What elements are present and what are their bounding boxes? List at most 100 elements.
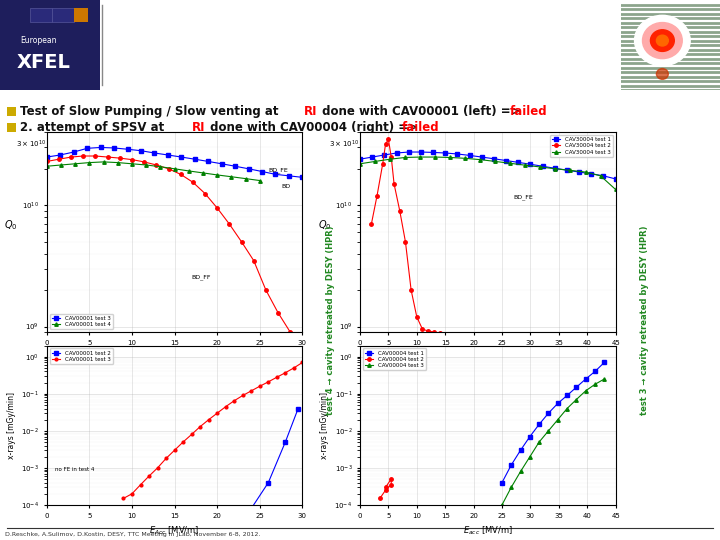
CAV00001 test 4 <box>127 160 136 167</box>
CAV00001 test 4 <box>213 172 222 178</box>
Legend: CAV00004 test 1, CAV00004 test 2, CAV00004 test 3: CAV00004 test 1, CAV00004 test 2, CAV000… <box>363 348 426 370</box>
CAV30004 test 3 <box>461 155 469 161</box>
CAV30004 test 1 <box>392 150 401 156</box>
Text: failed: failed <box>510 105 548 118</box>
Bar <box>0 0 100 90</box>
Text: BD_FE: BD_FE <box>513 194 533 200</box>
CAV00001 test 3 <box>123 146 132 152</box>
CAV30004 test 1 <box>611 176 620 182</box>
Text: European: European <box>20 36 56 45</box>
CAV00004 test 1 <box>516 447 525 454</box>
CAV00004 test 2 <box>382 487 390 494</box>
CAV30004 test 1 <box>490 156 498 162</box>
CAV00001 test 3 <box>109 145 118 151</box>
Line: CAV30004 test 2: CAV30004 test 2 <box>369 138 441 335</box>
CAV30004 test 1 <box>587 171 595 177</box>
CAV00001 test 4 <box>142 162 150 168</box>
Text: BD_FF: BD_FF <box>192 274 211 280</box>
CAV00004 test 3 <box>516 468 525 475</box>
Bar <box>52 8 74 22</box>
Line: CAV00004 test 1: CAV00004 test 1 <box>500 361 606 484</box>
CAV00001 test 3 <box>150 150 158 156</box>
Line: CAV00004 test 2: CAV00004 test 2 <box>378 477 393 500</box>
CAV00001 test 3 <box>127 490 136 497</box>
CAV00001 test 3 <box>213 410 222 416</box>
CAV00001 test 2 <box>264 480 273 486</box>
CAV00001 test 4 <box>57 162 66 168</box>
CAV00001 test 3 <box>222 403 230 410</box>
CAV00001 test 3 <box>258 168 266 175</box>
Bar <box>30 8 52 22</box>
CAV30004 test 2 <box>379 160 387 167</box>
CAV30004 test 3 <box>596 173 605 179</box>
CAV00001 test 3 <box>177 154 186 160</box>
CAV00001 test 3 <box>217 160 226 167</box>
CAV00001 test 4 <box>85 159 94 166</box>
CAV00001 test 3 <box>69 149 78 156</box>
CAV30004 test 2 <box>367 221 376 227</box>
CAV00001 test 2 <box>281 438 289 445</box>
Line: CAV00001 test 3: CAV00001 test 3 <box>122 361 304 500</box>
CAV00001 test 2 <box>294 406 302 412</box>
Circle shape <box>650 30 675 51</box>
Bar <box>74 8 88 22</box>
CAV00001 test 3 <box>298 359 307 366</box>
Text: no FE in test 4: no FE in test 4 <box>55 468 95 472</box>
CAV00001 test 3 <box>153 464 162 471</box>
CAV00004 test 1 <box>535 421 544 428</box>
Legend: CAV30004 test 1, CAV30004 test 2, CAV30004 test 3: CAV30004 test 1, CAV30004 test 2, CAV300… <box>550 135 613 157</box>
CAV00001 test 3 <box>256 383 264 389</box>
Text: XFEL: XFEL <box>17 52 71 72</box>
Text: 2. attempt of SPSV at: 2. attempt of SPSV at <box>20 120 168 134</box>
CAV30004 test 1 <box>417 149 426 156</box>
Y-axis label: x-rays [mGy/min]: x-rays [mGy/min] <box>320 392 329 459</box>
CAV30004 test 1 <box>575 169 583 176</box>
CAV00004 test 3 <box>563 406 572 412</box>
CAV30004 test 3 <box>401 154 410 161</box>
Circle shape <box>657 35 668 46</box>
CAV30004 test 3 <box>611 186 620 193</box>
CAV00001 test 3 <box>247 388 256 394</box>
Line: CAV30004 test 1: CAV30004 test 1 <box>359 150 617 181</box>
Line: CAV00001 test 2: CAV00001 test 2 <box>233 407 300 532</box>
CAV00004 test 3 <box>600 376 608 382</box>
X-axis label: $E_{acc}$ [MV/m]: $E_{acc}$ [MV/m] <box>463 524 513 537</box>
CAV00001 test 3 <box>264 379 273 385</box>
CAV00001 test 3 <box>244 166 253 172</box>
CAV00004 test 1 <box>581 376 590 382</box>
CAV00004 test 3 <box>507 484 516 490</box>
Bar <box>7 123 16 132</box>
CAV00001 test 3 <box>145 473 153 480</box>
Y-axis label: $Q_0$: $Q_0$ <box>4 218 18 232</box>
CAV00004 test 3 <box>572 396 580 403</box>
CAV00001 test 3 <box>137 147 145 154</box>
CAV00004 test 3 <box>581 388 590 394</box>
CAV30004 test 1 <box>562 167 571 173</box>
Line: CAV00001 test 3: CAV00001 test 3 <box>45 146 304 179</box>
CAV00001 test 4 <box>170 166 179 172</box>
CAV30004 test 3 <box>566 167 575 174</box>
CAV00004 test 2 <box>387 482 395 488</box>
CAV30004 test 3 <box>536 164 545 170</box>
CAV00004 test 1 <box>600 359 608 366</box>
CAV00001 test 4 <box>256 177 264 184</box>
CAV30004 test 3 <box>431 154 439 160</box>
CAV30004 test 1 <box>441 150 449 156</box>
Legend: CAV00001 test 3, CAV00001 test 4: CAV00001 test 3, CAV00001 test 4 <box>50 314 112 329</box>
Text: BD_FE: BD_FE <box>269 167 288 173</box>
Text: Test of Slow Pumping / Slow venting at: Test of Slow Pumping / Slow venting at <box>20 105 283 118</box>
CAV30004 test 3 <box>416 154 425 160</box>
CAV30004 test 2 <box>430 329 438 335</box>
CAV00004 test 3 <box>535 438 544 445</box>
Text: RCV#1 + RCV#1.1: RCV#1 + RCV#1.1 <box>110 49 280 67</box>
CAV00001 test 3 <box>170 447 179 454</box>
CAV30004 test 1 <box>465 152 474 159</box>
CAV00001 test 3 <box>42 154 51 160</box>
CAV00001 test 3 <box>56 152 65 158</box>
Text: 10: 10 <box>704 77 718 87</box>
CAV30004 test 3 <box>386 156 395 163</box>
CAV00001 test 3 <box>163 152 172 158</box>
Line: CAV00004 test 3: CAV00004 test 3 <box>500 377 606 507</box>
CAV30004 test 1 <box>477 154 486 160</box>
CAV00001 test 3 <box>230 397 238 404</box>
